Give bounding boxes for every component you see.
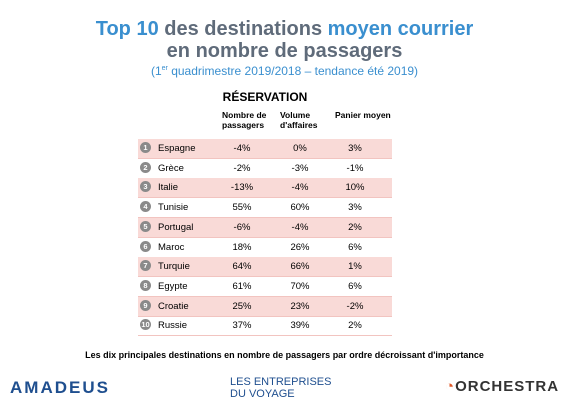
country: Tunisie [158, 202, 189, 214]
cell-value: 37% [232, 320, 252, 332]
rank-badge: 10 [140, 319, 151, 331]
table-row: 7 Turquie 64% 66% 1% [138, 257, 392, 278]
title-line2: en nombre de passagers [166, 40, 403, 62]
group-header: RÉSERVATION [222, 90, 308, 104]
cell-value: 61% [232, 280, 252, 292]
rank-badge: 9 [140, 299, 151, 311]
table-row: 9 Croatie 25% 23% -2% [138, 296, 392, 317]
table-row: 5 Portugal -6% -4% 2% [138, 217, 392, 238]
cell-value: -2% [346, 300, 364, 312]
title-line1: Top 10 des destinations moyen courrier [0, 18, 569, 41]
title-segment: Top 10 [95, 18, 159, 40]
rank-badge: 4 [140, 201, 151, 213]
column-header: Nombre de passagers [222, 110, 267, 130]
country: Italie [158, 182, 179, 194]
rank-badge: 8 [140, 279, 151, 291]
cell-value: 6% [348, 280, 362, 292]
cell-value: 0% [293, 143, 307, 154]
country: Grèce [158, 162, 184, 174]
subtitle-text: (1 [150, 64, 162, 78]
cell-value: -13% [230, 182, 254, 194]
cell-value: 3% [348, 202, 362, 214]
table-row: 1 Espagne -4% 0% 3% [138, 139, 392, 159]
rank-badge: 1 [140, 142, 151, 153]
logo-text: LES ENTREPRISES [230, 376, 332, 388]
cell-value: -6% [233, 221, 251, 233]
logo-text: DU VOYAGE [230, 388, 295, 400]
caption: Les dix principales destinations en nomb… [85, 350, 484, 360]
logo-edv: LES ENTREPRISES DU VOYAGE [230, 376, 331, 400]
title-segment: des destinations [158, 18, 328, 40]
cell-value: -3% [291, 162, 309, 174]
rank-badge: 5 [140, 220, 151, 232]
table-row: 8 Egypte 61% 70% 6% [138, 277, 392, 297]
table-row: 2 Grèce -2% -3% -1% [138, 159, 392, 179]
column-header: Volume d'affaires [280, 110, 318, 130]
cell-value: 64% [232, 261, 252, 273]
cell-value: 66% [290, 261, 310, 273]
country: Turquie [158, 261, 190, 273]
subtitle-text: quadrimestre 2019/2018 – tendance été 20… [167, 64, 419, 78]
cell-value: 39% [290, 320, 310, 332]
country: Espagne [158, 143, 196, 154]
cell-value: 2% [348, 221, 362, 233]
rank-badge: 3 [140, 181, 151, 193]
cell-value: -1% [346, 162, 364, 174]
cell-value: -4% [291, 221, 309, 233]
country: Egypte [158, 280, 188, 292]
table-row: 10 Russie 37% 39% 2% [138, 316, 392, 337]
cell-value: 18% [232, 241, 252, 253]
logo-amadeus: amadeus [10, 378, 110, 397]
cell-value: 1% [348, 261, 362, 273]
column-header: Panier moyen [335, 110, 391, 120]
cell-value: 60% [290, 202, 310, 214]
cell-value: 3% [348, 143, 362, 154]
logo-orchestra: ◔ORCHESTRA [445, 378, 560, 395]
table-row: 4 Tunisie 55% 60% 3% [138, 198, 392, 219]
rank-badge: 2 [140, 161, 151, 173]
logo-text: ORCHESTRA [455, 378, 560, 395]
cell-value: 25% [232, 300, 252, 312]
cell-value: 70% [290, 280, 310, 292]
rank-badge: 7 [140, 260, 151, 272]
table-row: 6 Maroc 18% 26% 6% [138, 238, 392, 258]
subtitle: (1er quadrimestre 2019/2018 – tendance é… [0, 64, 569, 78]
title-segment: moyen courrier [327, 18, 474, 40]
country: Portugal [158, 221, 194, 233]
cell-value: -4% [233, 143, 251, 154]
table-row: 3 Italie -13% -4% 10% [138, 178, 392, 199]
cell-value: 2% [348, 320, 362, 332]
rank-badge: 6 [140, 240, 151, 252]
country: Maroc [158, 241, 185, 253]
cell-value: 23% [290, 300, 310, 312]
country: Russie [158, 320, 188, 332]
cell-value: -4% [291, 182, 309, 194]
cell-value: 6% [348, 241, 362, 253]
cell-value: 10% [345, 182, 365, 194]
country: Croatie [158, 300, 189, 312]
cell-value: 26% [290, 241, 310, 253]
subtitle-sup: er [161, 65, 168, 72]
cell-value: -2% [233, 162, 251, 174]
cell-value: 55% [232, 202, 252, 214]
